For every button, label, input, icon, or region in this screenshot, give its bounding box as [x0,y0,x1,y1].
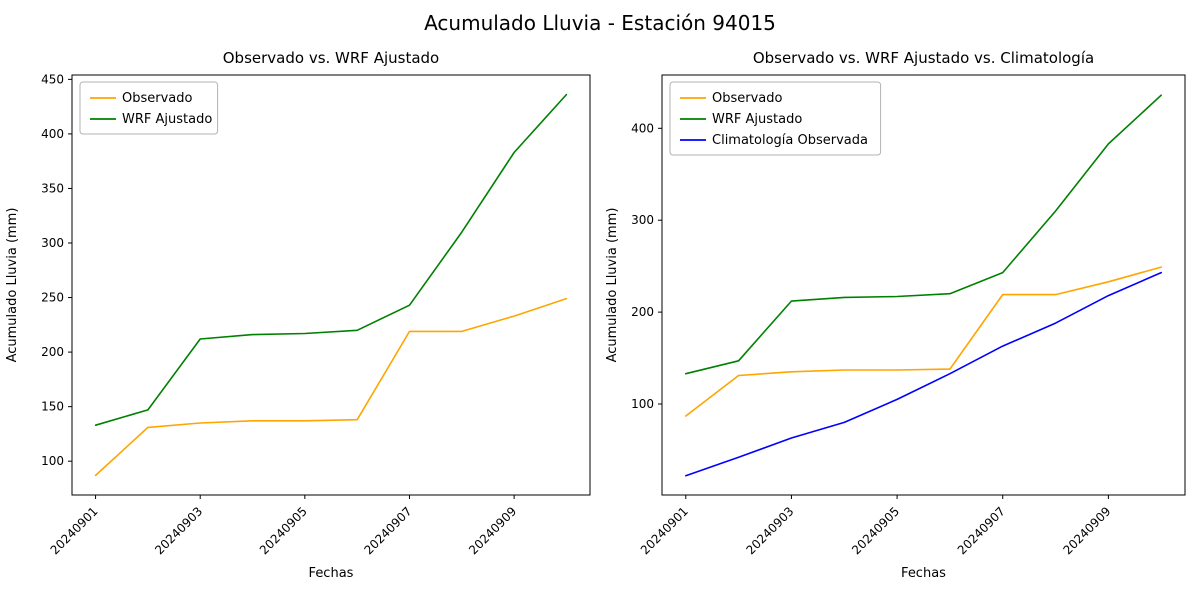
chart-observado-wrf: Observado vs. WRF Ajustado 100 150 200 250 30… [5,49,591,581]
x-tick-label: 20240903 [743,504,796,557]
y-tick-label: 350 [41,181,64,195]
legend-label: WRF Ajustado [712,112,802,127]
legend-label: Climatología Observada [712,133,868,148]
x-tick-label: 20240909 [466,504,519,557]
x-axis-label: Fechas [309,566,354,581]
charts-row: Observado vs. WRF Ajustado 100 150 200 250 30… [0,40,1200,600]
series-line-observado [94,297,568,477]
x-tick-label: 20240909 [1060,504,1113,557]
y-tick-label: 300 [41,236,64,250]
series-line-climatolog-a-observada [685,271,1163,477]
y-tick-label: 400 [631,121,654,135]
plot-border [71,74,591,496]
legend-label: Observado [122,91,193,106]
chart-observado-wrf-climatologia: Observado vs. WRF Ajustado vs. Climatolo… [605,49,1186,581]
legend-box [79,81,219,135]
y-tick-label: 200 [631,305,654,319]
y-tick-label: 100 [631,397,654,411]
figure-title: Acumulado Lluvia - Estación 94015 [424,11,776,35]
y-tick-label: 400 [41,127,64,141]
legend-label: Observado [712,91,783,106]
legend-box [669,81,882,156]
series-line-observado [685,266,1163,417]
legend-label: WRF Ajustado [122,112,212,127]
y-tick-label: 450 [41,72,64,86]
chart-title: Observado vs. WRF Ajustado vs. Climatolo… [753,49,1094,67]
y-tick-label: 200 [41,345,64,359]
y-axis-label: Acumulado Lluvia (mm) [5,208,20,363]
y-tick-label: 250 [41,291,64,305]
series-line-wrf-ajustado [94,93,568,427]
y-tick-label: 150 [41,400,64,414]
x-tick-label: 20240901 [48,504,101,557]
x-tick-label: 20240905 [849,504,902,557]
x-tick-label: 20240901 [638,504,691,557]
x-tick-label: 20240907 [955,504,1008,557]
plot-border [661,74,1186,496]
y-axis-label: Acumulado Lluvia (mm) [605,208,620,363]
x-tick-label: 20240903 [152,504,205,557]
chart-title: Observado vs. WRF Ajustado [223,49,439,67]
x-tick-label: 20240905 [257,504,310,557]
y-tick-label: 100 [41,454,64,468]
series-line-wrf-ajustado [685,94,1163,375]
y-tick-label: 300 [631,213,654,227]
x-axis-label: Fechas [901,566,946,581]
x-tick-label: 20240907 [362,504,415,557]
